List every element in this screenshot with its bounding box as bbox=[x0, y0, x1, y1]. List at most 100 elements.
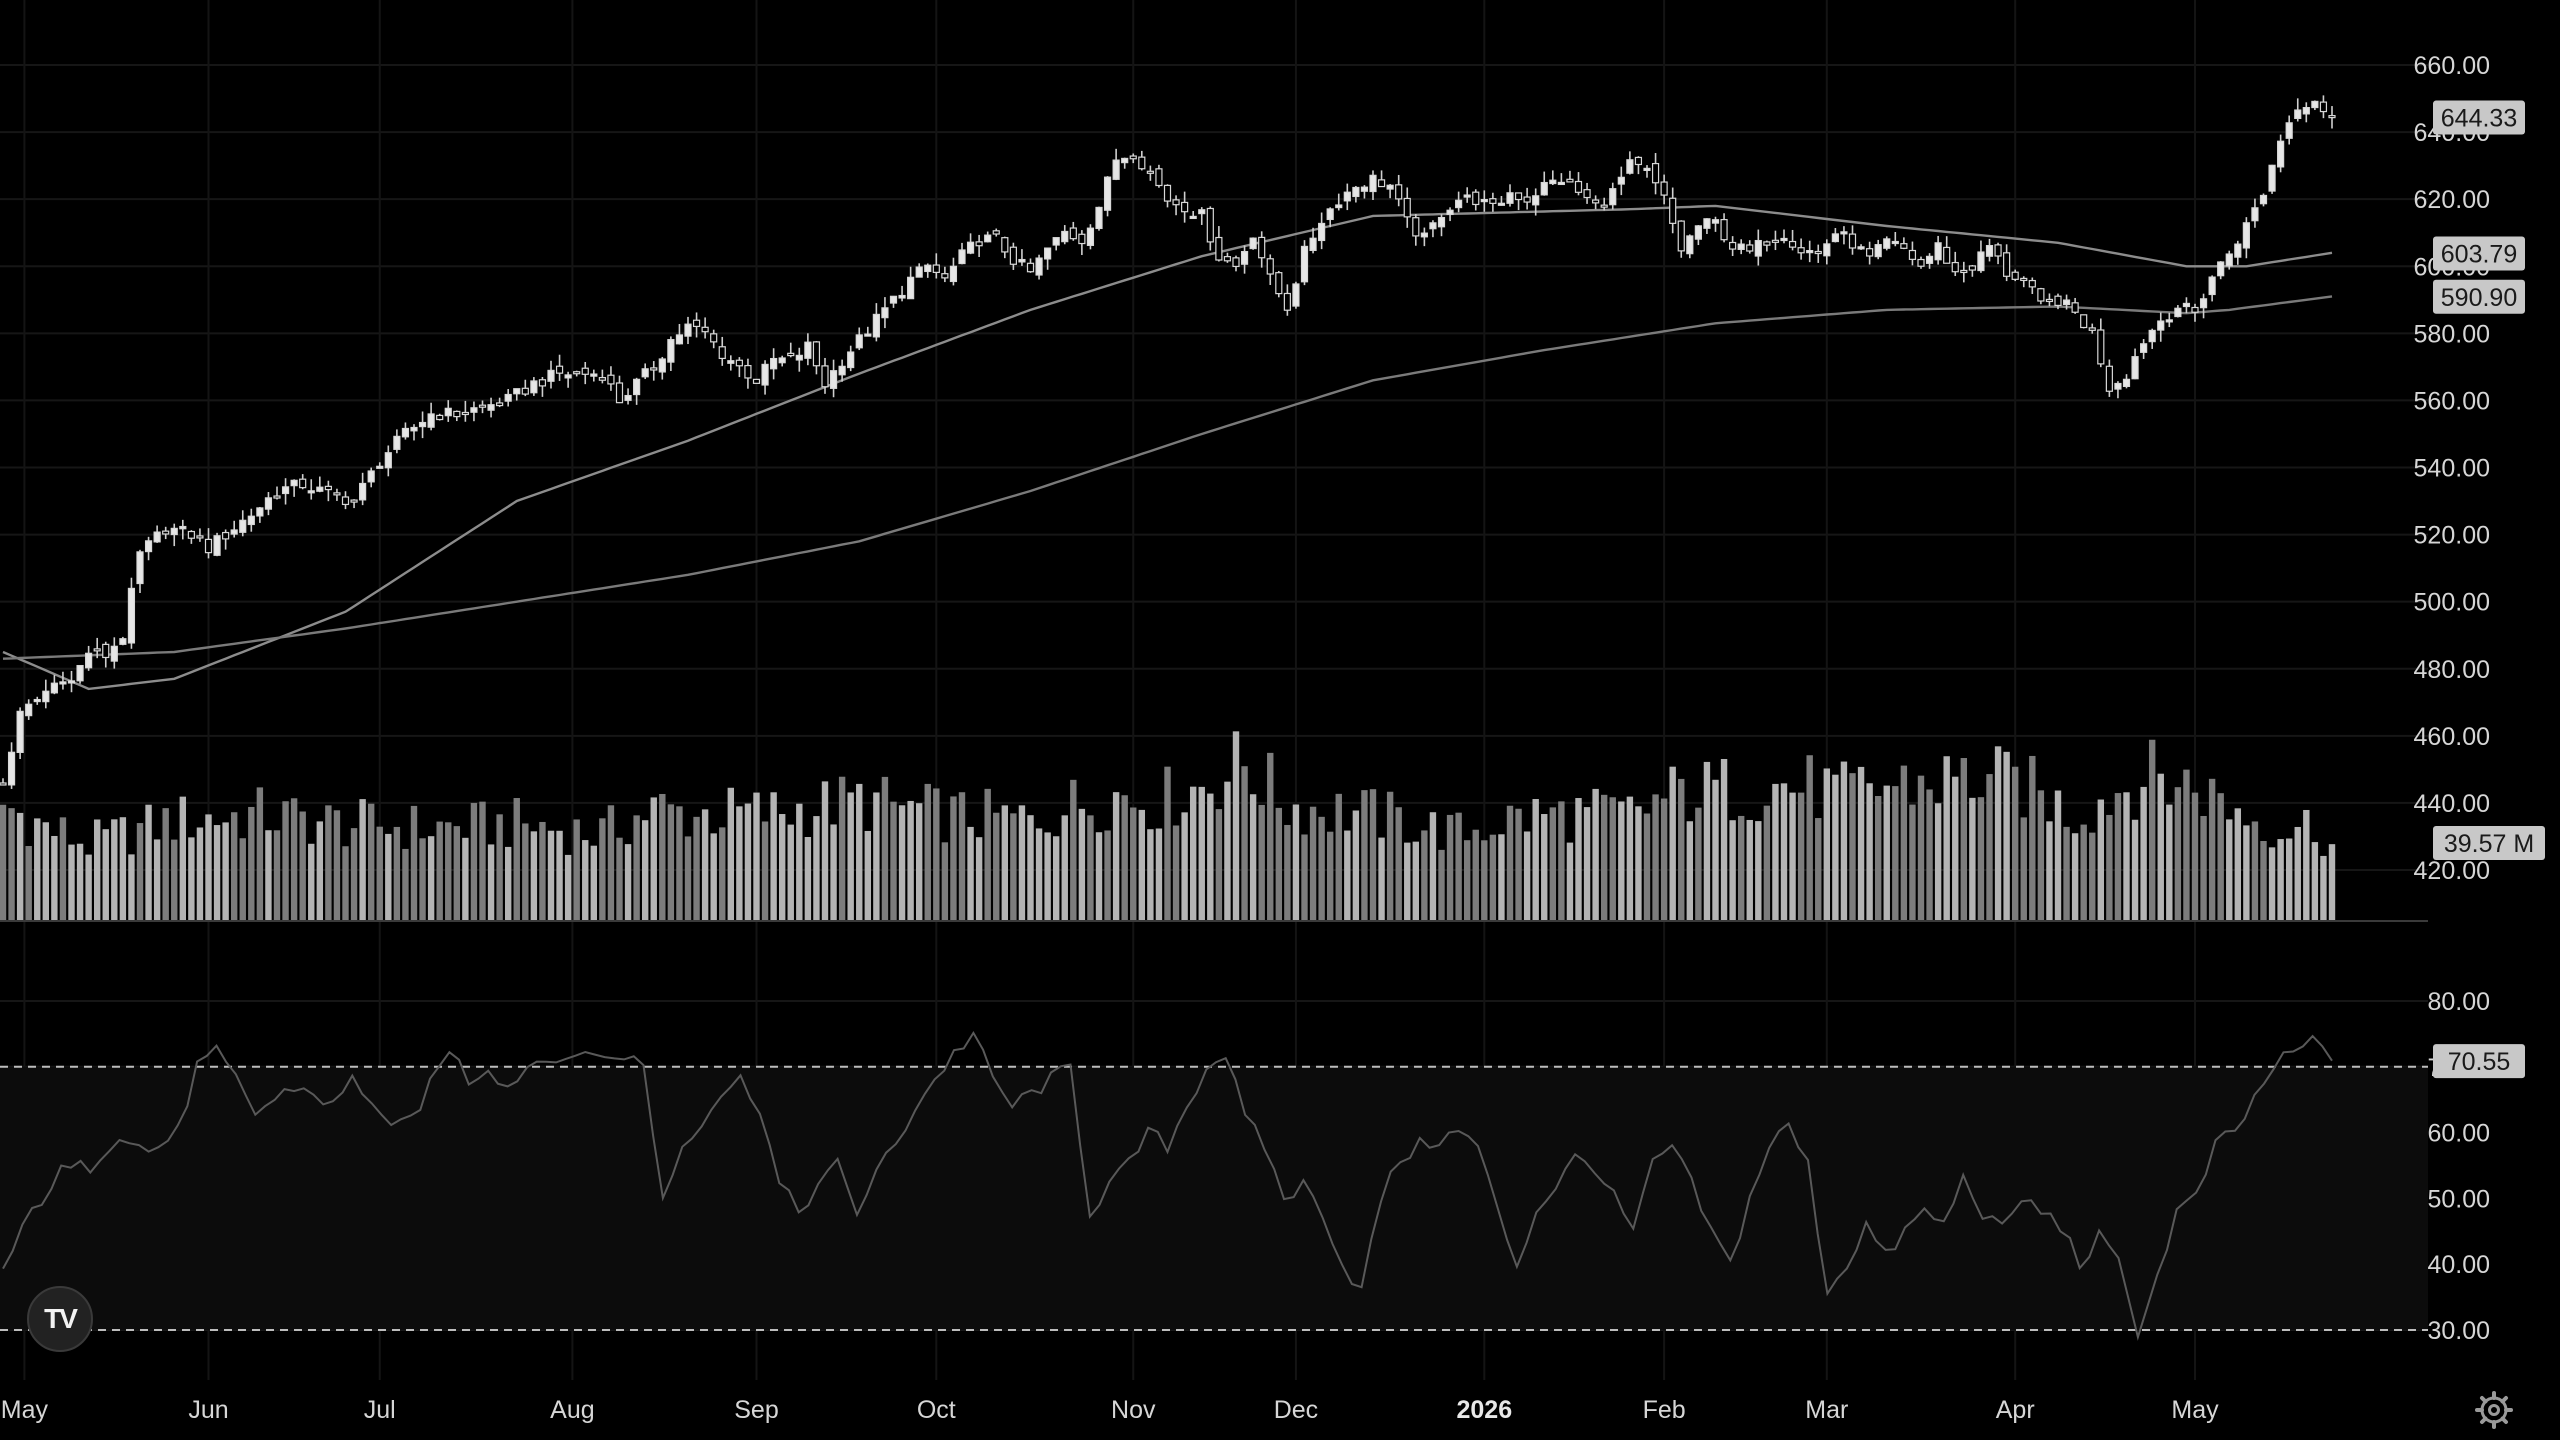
candle bbox=[1686, 234, 1694, 259]
candle bbox=[1677, 220, 1685, 258]
volume-bar bbox=[624, 844, 632, 920]
candle bbox=[513, 388, 521, 401]
volume-bar bbox=[2174, 787, 2182, 920]
candle bbox=[1985, 238, 1994, 262]
candle bbox=[204, 528, 213, 559]
rsi-tick-label: 40.00 bbox=[2427, 1251, 2490, 1279]
candle-body bbox=[162, 530, 170, 535]
candle bbox=[924, 263, 932, 278]
candle bbox=[1215, 226, 1223, 262]
candle bbox=[1651, 153, 1660, 195]
candle-body bbox=[907, 276, 915, 300]
candle-body bbox=[50, 682, 58, 694]
volume-bar bbox=[1892, 786, 1899, 920]
candle-body bbox=[975, 241, 983, 247]
candle-body bbox=[1754, 239, 1762, 257]
candle bbox=[1343, 183, 1351, 211]
volume-bar bbox=[1344, 830, 1351, 920]
candle-body bbox=[196, 535, 204, 539]
volume-bar bbox=[2003, 751, 2010, 920]
candle-body bbox=[829, 370, 838, 389]
candle bbox=[1189, 211, 1197, 220]
volume-bar bbox=[1618, 801, 1625, 920]
candle-body bbox=[1300, 245, 1309, 283]
candle-body bbox=[230, 529, 238, 535]
candle-body bbox=[1617, 176, 1625, 185]
candle-body bbox=[1489, 198, 1497, 204]
volume-bar bbox=[1463, 840, 1471, 920]
candle bbox=[1883, 236, 1891, 251]
candle-body bbox=[2311, 100, 2319, 109]
volume-bar bbox=[513, 798, 520, 920]
volume-bar bbox=[462, 837, 469, 920]
volume-bar bbox=[2260, 841, 2267, 920]
tradingview-logo[interactable]: TV bbox=[27, 1286, 93, 1352]
candle-body bbox=[1078, 233, 1086, 245]
candle-body bbox=[1634, 156, 1643, 166]
candle bbox=[1788, 229, 1797, 251]
candle bbox=[641, 363, 649, 380]
volume-bar bbox=[2080, 824, 2087, 920]
price-axis[interactable]: 660.00640.00620.00600.00580.00560.00540.… bbox=[2414, 52, 2490, 885]
candle-body bbox=[1001, 237, 1009, 253]
candle-body bbox=[1626, 159, 1634, 174]
volume-bar bbox=[1506, 805, 1514, 920]
volume-bar bbox=[385, 833, 392, 920]
candle-body bbox=[273, 495, 281, 499]
volume-bar bbox=[1421, 830, 1428, 920]
candle-body bbox=[1369, 174, 1377, 193]
candle bbox=[384, 445, 392, 477]
volume-bar bbox=[650, 797, 657, 920]
candle bbox=[1283, 284, 1291, 316]
volume-bar bbox=[1155, 828, 1163, 920]
candle bbox=[1557, 173, 1565, 186]
time-axis[interactable]: May Jun Jul Aug Sep Oct Nov Dec 2026 Feb Mar Apr May bbox=[1, 1396, 2219, 1424]
candle-body bbox=[684, 323, 692, 337]
candle-body bbox=[573, 371, 581, 375]
candle bbox=[1729, 236, 1737, 257]
candle bbox=[2302, 102, 2310, 123]
candle-body bbox=[239, 519, 247, 533]
volume-bar bbox=[2311, 842, 2319, 920]
volume-bar bbox=[290, 798, 298, 920]
volume-bar bbox=[1361, 790, 1368, 920]
last-price-tag-label: 644.33 bbox=[2441, 105, 2517, 133]
candle bbox=[555, 354, 564, 381]
volume-bar bbox=[933, 788, 940, 920]
candle bbox=[1737, 239, 1745, 255]
volume-bar bbox=[1763, 805, 1771, 920]
candle-body bbox=[359, 482, 367, 501]
candle bbox=[1874, 239, 1882, 260]
candle bbox=[1240, 245, 1249, 274]
volume-bar bbox=[838, 776, 846, 920]
candle bbox=[1009, 242, 1017, 270]
volume-bar bbox=[693, 816, 700, 920]
candle bbox=[949, 257, 958, 286]
price-tick-label: 420.00 bbox=[2414, 857, 2490, 885]
candle-body bbox=[1506, 192, 1514, 204]
candle-body bbox=[692, 319, 701, 328]
candle-body bbox=[675, 334, 684, 345]
candle-body bbox=[804, 341, 812, 359]
candle-body bbox=[1994, 244, 2002, 257]
candle-body bbox=[350, 499, 358, 503]
volume-bar bbox=[51, 835, 58, 920]
volume-bar bbox=[68, 844, 75, 920]
volume-bar bbox=[1575, 798, 1582, 920]
candle-body bbox=[1155, 168, 1163, 187]
candle bbox=[710, 329, 718, 349]
candle bbox=[1831, 228, 1839, 243]
candle bbox=[667, 336, 675, 372]
candle bbox=[1146, 165, 1154, 181]
candle-body bbox=[1326, 208, 1334, 221]
gear-icon[interactable] bbox=[2474, 1390, 2514, 1430]
candle-body bbox=[1206, 207, 1214, 243]
candle-body bbox=[1523, 196, 1531, 203]
candle-body bbox=[521, 387, 529, 395]
candle-body bbox=[787, 352, 795, 357]
candle-body bbox=[1566, 178, 1574, 183]
candle-body bbox=[1258, 236, 1266, 259]
candle-body bbox=[127, 587, 136, 644]
